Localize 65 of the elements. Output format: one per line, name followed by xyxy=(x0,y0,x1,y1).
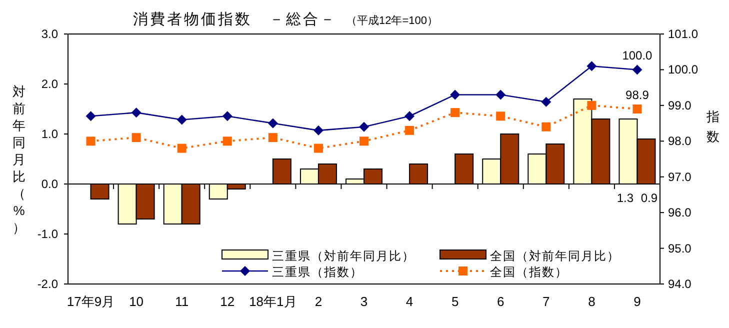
point xyxy=(404,111,415,122)
point xyxy=(496,90,506,100)
point xyxy=(496,112,506,121)
point xyxy=(542,122,551,132)
data-label: 98.9 xyxy=(626,88,650,102)
legend-label: 全国（指数） xyxy=(490,265,568,279)
data-label: 1.3 xyxy=(616,191,634,205)
y2-tick-label: 96.0 xyxy=(668,206,692,220)
point xyxy=(405,126,414,135)
x-tick-label: 8 xyxy=(588,294,596,309)
point xyxy=(587,100,596,110)
y-tick-label: 2.0 xyxy=(41,77,58,91)
x-tick-label: 7 xyxy=(542,294,550,309)
data-label: 0.9 xyxy=(640,191,658,205)
point xyxy=(222,136,232,146)
x-tick-label: 18年1月 xyxy=(249,294,297,309)
legend-label: 全国（対前年同月比） xyxy=(490,249,620,263)
y-tick-label: 1.0 xyxy=(41,127,58,141)
point xyxy=(131,108,142,118)
y2-tick-label: 99.0 xyxy=(668,98,692,112)
y2-tick-label: 97.0 xyxy=(668,170,692,184)
x-tick-label: 6 xyxy=(497,294,504,309)
y-tick-label: -2.0 xyxy=(37,277,58,291)
point xyxy=(132,133,141,142)
y-tick-label: 0.0 xyxy=(41,177,58,191)
point xyxy=(450,90,460,100)
y2-tick-label: 100.0 xyxy=(668,62,698,77)
point xyxy=(222,111,232,122)
x-tick-label: 5 xyxy=(451,294,459,309)
x-tick-label: 2 xyxy=(314,294,322,309)
y2-tick-label: 95.0 xyxy=(668,241,692,256)
point xyxy=(86,136,96,146)
point xyxy=(268,133,278,142)
point xyxy=(86,111,96,122)
point xyxy=(176,114,187,125)
y2-tick-label: 98.0 xyxy=(668,134,692,148)
x-tick-label: 4 xyxy=(406,294,414,309)
point xyxy=(177,144,186,153)
chart-subtitle: （平成12年=100） xyxy=(346,14,438,27)
x-tick-label: 17年9月 xyxy=(66,294,115,309)
y2-tick-label: 94.0 xyxy=(668,277,692,291)
x-tick-label: 3 xyxy=(360,294,368,309)
x-tick-label: 10 xyxy=(129,294,144,309)
point xyxy=(450,108,460,118)
legend-label: 三重県（指数） xyxy=(272,265,363,279)
y2-tick-label: 101.0 xyxy=(668,27,698,41)
chart-title: 消費者物価指数 －総合－ xyxy=(133,11,337,28)
point xyxy=(314,144,323,153)
y2-axis-title: 指数 xyxy=(706,109,720,144)
legend-label: 三重県（対前年同月比） xyxy=(272,249,415,263)
point xyxy=(359,122,369,132)
point xyxy=(632,64,642,75)
y-tick-label: 3.0 xyxy=(41,27,58,41)
point xyxy=(586,61,597,72)
x-tick-label: 12 xyxy=(220,294,235,309)
point xyxy=(541,96,552,107)
point xyxy=(360,136,368,146)
point xyxy=(268,118,278,128)
point xyxy=(632,104,642,114)
y-axis-title: 対前年同月比（%） xyxy=(12,84,26,235)
data-label: 100.0 xyxy=(622,48,653,63)
x-tick-label: 9 xyxy=(634,294,641,309)
x-tick-label: 11 xyxy=(175,294,189,309)
point xyxy=(313,125,324,136)
y-tick-label: -1.0 xyxy=(37,227,58,241)
